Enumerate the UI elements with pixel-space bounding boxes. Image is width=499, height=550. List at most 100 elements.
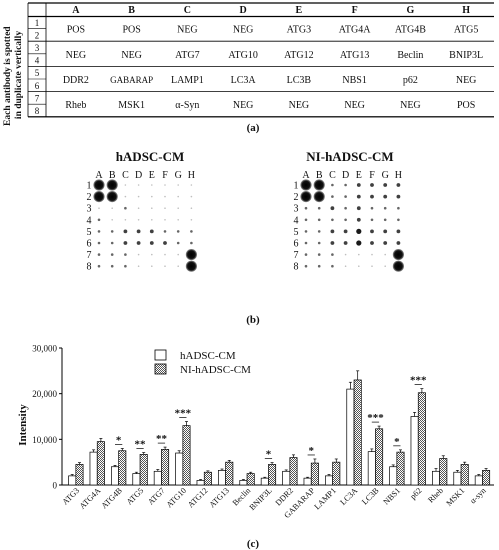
table-cell: ATG13 (340, 50, 369, 61)
bar-ni-hadsc (182, 425, 191, 486)
blot-spot (344, 206, 347, 210)
blot-spot (313, 191, 325, 203)
table-cell: NEG (344, 100, 365, 111)
blot-spot (98, 207, 100, 209)
table-cell: DDR2 (63, 75, 89, 86)
table-cell: ATG4A (339, 25, 371, 36)
blot-spot (330, 229, 335, 234)
blot-spot (137, 219, 140, 221)
y-axis-label: Intensity (17, 404, 29, 446)
blot-row-number: 1 (87, 181, 92, 192)
x-tick-label: ATG10 (165, 486, 188, 509)
y-tick-label: 20,000 (32, 389, 57, 399)
table-cell: POS (67, 25, 85, 36)
blot-spot (124, 253, 127, 256)
blot-spot (164, 253, 166, 256)
table-cell: POS (122, 25, 140, 36)
blot-row-number: 1 (294, 181, 299, 192)
panel-a-table: Each antibody is spotted in duplicate ve… (3, 2, 494, 134)
blot-spot (164, 207, 166, 209)
bar-ni-hadsc (203, 471, 212, 486)
table-cell: ATG12 (284, 50, 313, 61)
blot-spot (163, 230, 167, 233)
blot-spot (93, 191, 105, 203)
blot-spot (370, 194, 374, 199)
blot-column-letter: A (95, 170, 103, 181)
table-grid (27, 2, 494, 118)
blot-spot (137, 195, 140, 198)
row-number: 5 (35, 68, 40, 78)
blot-spot (356, 217, 361, 222)
column-header: F (352, 5, 358, 16)
blot-spot (151, 195, 153, 198)
significance-marker: ** (135, 439, 147, 451)
column-header: D (240, 5, 247, 16)
bar-hadsc (453, 471, 462, 486)
blot-spot (190, 219, 193, 221)
bar-hadsc (132, 473, 141, 486)
blot-spot (304, 264, 308, 268)
bar-ni-hadsc (375, 428, 384, 486)
chart-area: 010,00020,00030,000ATG3ATG4A*ATG4B**ATG5… (32, 344, 494, 520)
blot-spot (110, 230, 114, 233)
bar-ni-hadsc (482, 470, 491, 486)
table-cell: NEG (233, 25, 254, 36)
blot-spot (371, 253, 373, 256)
table-cell: α-Syn (175, 100, 199, 111)
blot-row-number: 8 (294, 262, 299, 273)
blot-spot (97, 253, 101, 256)
row-header-label: Each antibody is spotted in duplicate ve… (3, 24, 24, 126)
blot-spot (317, 206, 321, 210)
table-cell: BNIP3L (449, 50, 483, 61)
blot-spot (396, 241, 401, 245)
bar-ni-hadsc (225, 461, 234, 486)
blot-spot (331, 183, 334, 187)
blot-spot (151, 207, 153, 209)
column-header: A (72, 5, 80, 16)
blot-spot (356, 183, 361, 187)
blot-spot (137, 207, 140, 209)
blot-spot (123, 241, 128, 245)
blot-spot (190, 195, 193, 198)
blot-spot (185, 249, 197, 261)
blot-row-number: 6 (294, 239, 299, 250)
table-cell: NEG (233, 100, 254, 111)
panel-c-label: (c) (247, 538, 260, 550)
blot-spot (370, 206, 374, 210)
blot-title-ni-hadsc: NI-hADSC-CM (306, 149, 393, 164)
blot-spot (358, 253, 360, 256)
panel-a-label: (a) (247, 122, 260, 134)
blot-spot (383, 218, 387, 222)
blot-spot (343, 241, 348, 245)
table-cell: NBS1 (342, 75, 366, 86)
row-number: 6 (35, 81, 40, 91)
blot-spot (190, 230, 193, 233)
blot-spot (164, 184, 166, 186)
blot-spot (97, 264, 101, 268)
blot-spot (300, 179, 312, 191)
blot-spot (383, 206, 387, 210)
blot-spot (330, 206, 335, 211)
blot-spot (304, 253, 308, 256)
row-number: 2 (35, 30, 40, 40)
bar-hadsc (68, 475, 77, 486)
blot-spot (177, 207, 179, 209)
blot-spot (123, 229, 128, 234)
row-number: 3 (35, 43, 40, 53)
panel-b-label: (b) (246, 314, 260, 326)
blot-spot (190, 184, 193, 186)
bar-hadsc (389, 466, 398, 486)
bar-ni-hadsc (139, 454, 148, 486)
blot-spot (317, 218, 321, 222)
blot-spot (304, 206, 308, 210)
bar-ni-hadsc (246, 473, 255, 486)
blot-column-letter: D (342, 170, 349, 181)
blot-row-number: 3 (87, 204, 92, 215)
blot-spot (110, 253, 114, 256)
bar-hadsc (153, 470, 162, 486)
significance-marker: * (394, 436, 400, 448)
blot-spot (136, 229, 141, 234)
table-cell: NEG (400, 100, 421, 111)
